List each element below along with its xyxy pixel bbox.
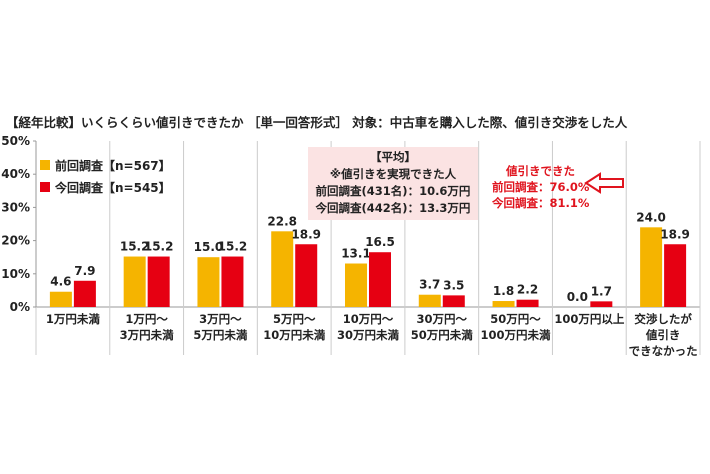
bar-curr <box>73 280 96 307</box>
data-label-prev: 15.0 <box>194 240 224 254</box>
bars: 4.67.915.215.2 15.015.222.818.913.116.53.… <box>49 210 690 307</box>
category-label: 交渉したが値引きできなかった <box>626 311 700 359</box>
y-tick-label: 0% <box>10 300 30 314</box>
data-label-curr: 1.7 <box>591 284 612 298</box>
average-curr: 今回調査(442名)：13.3万円 <box>315 201 471 215</box>
bar-curr <box>442 295 465 307</box>
category-label-line: 1万円～ <box>125 312 168 326</box>
legend-item-prev: 前回調査【n=567】 <box>40 154 171 176</box>
bar-curr <box>369 252 391 307</box>
data-label-prev: 4.6 <box>50 275 71 289</box>
bar-prev <box>640 227 663 307</box>
legend-swatch-prev <box>40 160 50 170</box>
bar-prev <box>123 256 146 307</box>
legend-swatch-curr <box>40 182 50 192</box>
category-label: 1万円未満 <box>36 311 110 327</box>
bar-curr <box>516 299 539 307</box>
category-label: 50万円～ 100万円未満 <box>479 311 553 343</box>
callout-prev: 前回調査：76.0% <box>492 180 590 194</box>
data-label-prev: 22.8 <box>267 214 297 228</box>
data-label-curr: 2.2 <box>517 283 538 297</box>
data-label-prev: 3.7 <box>419 278 440 292</box>
category-label-line: 100万円以上 <box>554 312 625 326</box>
category-label-line: 10万円未満 <box>263 328 326 342</box>
bar-curr <box>295 244 318 307</box>
data-label-curr: 7.9 <box>74 264 95 278</box>
category-label-line: 5万円～ <box>272 312 316 326</box>
average-box: 【平均】 ※値引きを実現できた人 前回調査(431名)：10.6万円 今回調査(… <box>308 147 478 220</box>
category-label-line: 50万円～ <box>490 312 541 326</box>
category-label-line: 3万円～ <box>199 312 242 326</box>
data-label-prev: 13.1 <box>341 247 371 261</box>
data-label-curr: 18.9 <box>291 227 321 241</box>
bar-prev <box>197 257 220 307</box>
bar-prev <box>345 263 367 307</box>
data-label-prev: 1.8 <box>493 284 514 298</box>
discount-callout: 値引きできた 前回調査：76.0% 今回調査：81.1% <box>488 163 589 211</box>
callout-curr: 今回調査：81.1% <box>492 196 590 210</box>
data-label-curr: 15.2 <box>144 240 174 254</box>
legend-item-curr: 今回調査【n=545】 <box>40 176 171 198</box>
bar-prev <box>492 301 515 307</box>
category-label-line: 10万円～ <box>342 312 394 326</box>
axes: 0% 10% 20% 30% 40% 50% <box>1 134 701 355</box>
category-label: 1万円～ 3万円未満 <box>110 311 184 343</box>
category-label-line: 交渉したが <box>634 312 692 326</box>
y-tick-label: 30% <box>1 200 30 214</box>
average-heading: 【平均】 <box>370 150 416 164</box>
y-tick-label: 50% <box>1 134 30 148</box>
legend-label-curr: 今回調査【n=545】 <box>55 180 171 195</box>
y-tick-label: 10% <box>1 267 30 281</box>
data-label-prev: 24.0 <box>636 210 666 224</box>
legend: 前回調査【n=567】 今回調査【n=545】 <box>40 154 171 198</box>
category-label-line: 3万円未満 <box>119 328 174 342</box>
y-tick-label: 40% <box>1 167 30 181</box>
data-label-prev: 15.2 <box>120 240 150 254</box>
category-label-line: 値引き <box>645 328 681 342</box>
category-label-line: 1万円未満 <box>45 312 100 326</box>
arrow-left-outline-icon <box>584 172 624 194</box>
bar-prev <box>418 294 441 307</box>
category-label-line: 5万円未満 <box>193 328 248 342</box>
bar-curr <box>590 301 613 307</box>
bar-curr <box>147 256 170 307</box>
category-label-line: できなかった <box>628 344 698 358</box>
category-label-line: 100万円未満 <box>480 328 551 342</box>
average-prev: 前回調査(431名)：10.6万円 <box>315 184 471 198</box>
data-label-curr: 3.5 <box>443 278 464 292</box>
category-label: 5万円～ 10万円未満 <box>257 311 331 343</box>
bar-curr <box>664 244 687 307</box>
category-label-line: 50万円未満 <box>410 328 473 342</box>
category-label: 3万円～ 5万円未満 <box>184 311 258 343</box>
chart-title: 【経年比較】いくらくらい値引きできたか ［単一回答形式］ 対象：中古車を購入した… <box>6 115 628 130</box>
data-label-curr: 16.5 <box>365 235 395 249</box>
bar-curr <box>221 256 244 307</box>
category-label-line: 30万円～ <box>416 312 468 326</box>
y-tick-label: 20% <box>1 234 30 248</box>
category-label: 10万円～ 30万円未満 <box>331 311 405 343</box>
category-label: 100万円以上 <box>552 311 626 327</box>
bar-prev <box>271 231 294 307</box>
bar-prev <box>49 291 72 307</box>
average-subheading: ※値引きを実現できた人 <box>329 167 457 181</box>
data-label-curr: 15.2 <box>218 240 248 254</box>
callout-heading: 値引きできた <box>506 164 575 178</box>
data-label-prev: 0.0 <box>567 290 588 304</box>
category-label-line: 30万円未満 <box>336 328 399 342</box>
category-label: 30万円～ 50万円未満 <box>405 311 479 343</box>
data-label-curr: 18.9 <box>660 227 690 241</box>
legend-label-prev: 前回調査【n=567】 <box>55 158 171 173</box>
